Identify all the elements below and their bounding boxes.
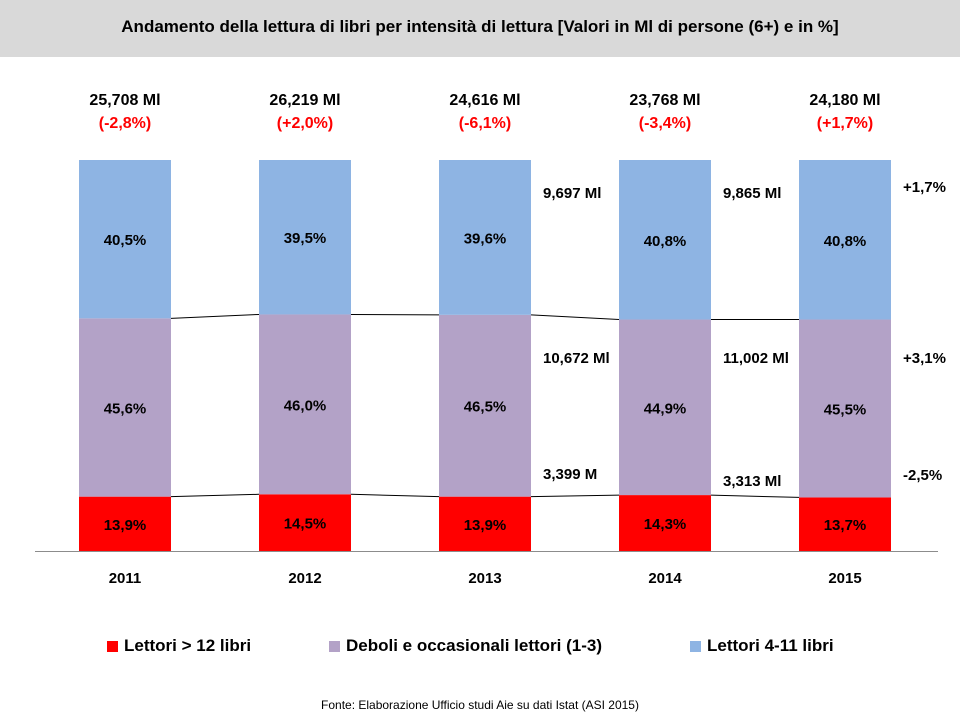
total-label-2015: 24,180 Ml (809, 92, 880, 109)
total-label-2012: 26,219 Ml (269, 92, 340, 109)
x-tick-label-2013: 2013 (468, 570, 501, 587)
annotation-2014-heavy: 3,399 M (543, 466, 597, 483)
bar-label-weak-2014: 44,9% (644, 400, 687, 417)
bar-heavy-2013 (439, 496, 531, 551)
bar-label-heavy-2015: 13,7% (824, 517, 867, 534)
bar-label-medium-2015: 40,8% (824, 233, 867, 250)
series-line-weak-2 (530, 314, 620, 321)
bar-label-heavy-2012: 14,5% (284, 516, 327, 533)
series-line-weak-0 (170, 313, 260, 319)
bar-medium-2013 (439, 160, 531, 315)
bar-label-medium-2013: 39,6% (464, 230, 507, 247)
annotation-2014-weak: 10,672 Ml (543, 350, 610, 367)
legend-item-heavy: Lettori > 12 libri (107, 636, 251, 656)
total-change-2013: (-6,1%) (459, 115, 511, 132)
x-tick-label-2014: 2014 (648, 570, 682, 587)
bar-label-medium-2011: 40,5% (104, 232, 147, 249)
legend-label-heavy: Lettori > 12 libri (124, 636, 252, 655)
bar-heavy-2012 (259, 494, 351, 551)
total-change-2014: (-3,4%) (639, 115, 691, 132)
legend-label-weak: Deboli e occasionali lettori (1-3) (346, 636, 603, 655)
series-line-heavy-1 (350, 493, 440, 498)
total-label-2011: 25,708 Ml (89, 92, 160, 109)
legend-label-medium: Lettori 4-11 libri (707, 636, 834, 655)
bar-label-medium-2014: 40,8% (644, 233, 687, 250)
bar-label-weak-2012: 46,0% (284, 397, 327, 414)
total-change-2011: (-2,8%) (99, 115, 151, 132)
bar-medium-2011 (79, 160, 171, 319)
annotation-2015-weak: 11,002 Ml (723, 350, 789, 367)
bar-label-weak-2013: 46,5% (464, 399, 507, 416)
bar-weak-2011 (79, 318, 171, 497)
annotation-2014-medium: 9,697 Ml (543, 185, 601, 202)
title-band (0, 0, 960, 57)
bar-heavy-2015 (799, 497, 891, 551)
x-tick-label-2012: 2012 (288, 570, 321, 587)
annotation-2015-medium: 9,865 Ml (723, 185, 781, 202)
x-tick-label-2011: 2011 (109, 570, 142, 587)
series-line-heavy-0 (170, 493, 260, 498)
annotation-2015-heavy: 3,313 Ml (723, 473, 781, 490)
legend-swatch-weak (329, 640, 340, 652)
total-change-2012: (+2,0%) (277, 115, 333, 132)
change-2015-medium: +1,7% (903, 179, 946, 196)
change-2015-weak: +3,1% (903, 350, 946, 367)
chart-title: Andamento della lettura di libri per int… (121, 17, 839, 36)
bar-heavy-2014 (619, 495, 711, 551)
bar-weak-2012 (259, 314, 351, 495)
bar-label-heavy-2014: 14,3% (644, 516, 687, 533)
series-line-heavy-3 (710, 494, 800, 498)
bar-weak-2013 (439, 314, 531, 497)
legend: Lettori > 12 libri Deboli e occasionali … (0, 636, 960, 662)
bar-label-weak-2011: 45,6% (104, 401, 147, 418)
bar-medium-2014 (619, 160, 711, 320)
change-2015-heavy: -2,5% (903, 467, 942, 484)
total-change-2015: (+1,7%) (817, 115, 873, 132)
source-note: Fonte: Elaborazione Ufficio studi Aie su… (321, 698, 639, 712)
series-line-heavy-2 (530, 494, 620, 498)
legend-swatch-medium (690, 640, 701, 652)
total-label-2014: 23,768 Ml (629, 92, 700, 109)
legend-item-weak: Deboli e occasionali lettori (1-3) (329, 636, 602, 656)
bar-label-weak-2015: 45,5% (824, 401, 867, 418)
bar-label-heavy-2011: 13,9% (104, 517, 147, 534)
bar-medium-2015 (799, 160, 891, 320)
x-tick-label-2015: 2015 (828, 570, 861, 587)
legend-item-medium: Lettori 4-11 libri (690, 636, 834, 656)
bar-label-heavy-2013: 13,9% (464, 517, 507, 534)
bar-label-medium-2012: 39,5% (284, 230, 327, 247)
bar-heavy-2011 (79, 496, 171, 551)
legend-swatch-heavy (107, 640, 118, 652)
bar-weak-2015 (799, 319, 891, 498)
total-label-2013: 24,616 Ml (449, 92, 520, 109)
bar-weak-2014 (619, 319, 711, 496)
bar-medium-2012 (259, 160, 351, 315)
